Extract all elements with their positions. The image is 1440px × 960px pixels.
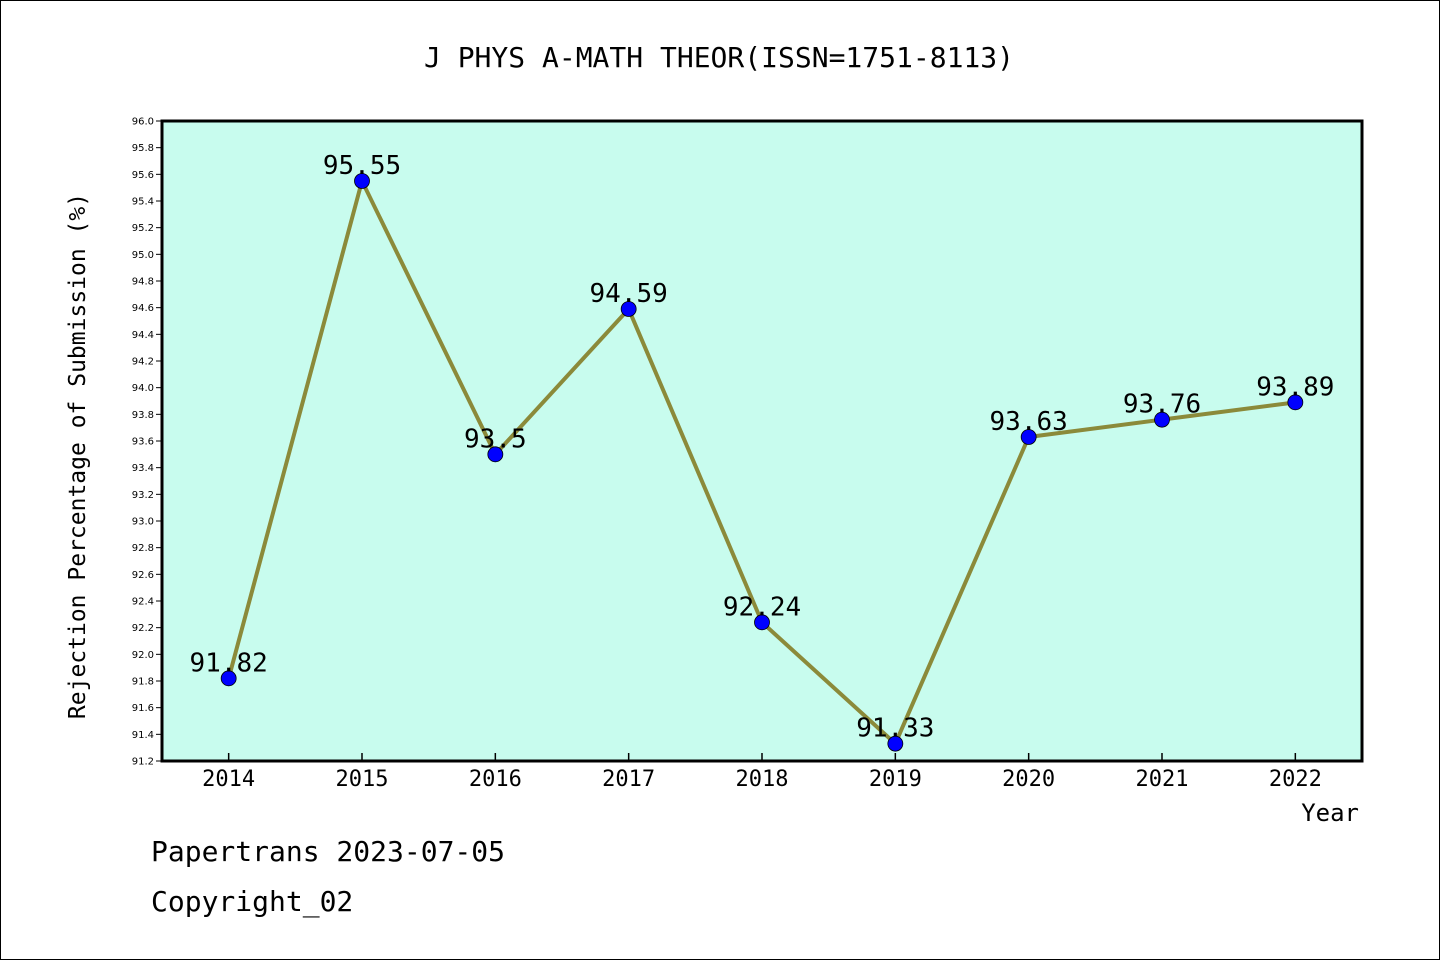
footer-watermark: Papertrans 2023-07-05 (151, 835, 506, 868)
y-tick-label: 92.2 (132, 623, 154, 634)
data-point (220, 670, 237, 687)
data-points-group (220, 173, 1304, 752)
y-tick-label: 95.6 (132, 170, 154, 181)
data-label: 91.33 (856, 714, 934, 744)
y-tick-label: 95.2 (132, 223, 154, 234)
y-tick-label: 92.0 (132, 650, 154, 661)
y-tick-label: 94.2 (132, 357, 154, 368)
data-point (1020, 429, 1037, 445)
y-tick-label: 93.6 (132, 437, 154, 448)
y-tick-label: 91.4 (132, 730, 154, 741)
data-point (354, 173, 370, 189)
y-tick-label: 92.6 (132, 570, 154, 581)
y-tick-label: 93.8 (132, 410, 154, 421)
data-label: 92.24 (723, 592, 801, 622)
x-axis-ticks: 2014 2015 2016 2017 2018 2019 2020 2021 2022 (202, 753, 1322, 792)
data-label: 94.59 (590, 279, 668, 309)
y-tick-label: 92.4 (132, 597, 154, 608)
y-tick-label: 94.4 (132, 330, 154, 341)
footer-copyright: Copyright_02 (151, 885, 354, 918)
y-tick-label: 91.6 (132, 703, 154, 714)
x-tick-label: 2015 (336, 767, 389, 792)
y-tick-label: 95.0 (132, 250, 154, 261)
data-label: 93.5 (464, 424, 527, 454)
plot-area (160, 119, 1364, 763)
y-tick-label: 94.0 (132, 383, 154, 394)
y-tick-label: 94.8 (132, 277, 154, 288)
data-labels-group: 91.82 95.55 93.5 94.59 92.24 91.33 93.63 93.76 9… (190, 151, 1335, 744)
y-tick-label: 93.2 (132, 490, 154, 501)
data-label: 91.82 (190, 648, 268, 678)
x-tick-label: 2016 (469, 767, 522, 792)
y-tick-label: 93.0 (132, 517, 154, 528)
data-label: 93.63 (990, 407, 1068, 437)
data-point (487, 446, 504, 463)
y-tick-label: 91.2 (132, 757, 154, 768)
data-label: 95.55 (323, 151, 401, 181)
y-tick-label: 96.0 (132, 117, 154, 128)
x-tick-label: 2014 (202, 767, 255, 792)
data-point (1287, 394, 1304, 411)
y-axis-label: Rejection Percentage of Submission (%) (65, 193, 91, 719)
x-tick-label: 2020 (1002, 767, 1055, 792)
y-tick-label: 91.8 (132, 677, 154, 688)
y-tick-label: 94.6 (132, 303, 154, 314)
x-axis-label: Year (1301, 799, 1359, 827)
data-label: 93.76 (1123, 390, 1201, 420)
chart-title: J PHYS A-MATH THEOR(ISSN=1751-8113) (424, 41, 1014, 74)
x-tick-label: 2019 (869, 767, 922, 792)
x-tick-label: 2021 (1136, 767, 1189, 792)
x-tick-label: 2018 (736, 767, 789, 792)
data-point (620, 301, 637, 317)
x-tick-label: 2022 (1269, 767, 1322, 792)
data-label: 93.89 (1256, 372, 1334, 402)
y-axis-ticks: 91.2 91.4 91.6 91.8 92.0 92.2 92.4 92.6 92.8 93.0… (132, 117, 162, 768)
y-tick-label: 92.8 (132, 543, 154, 554)
y-tick-label: 95.4 (132, 197, 154, 208)
y-tick-label: 95.8 (132, 143, 154, 154)
y-tick-label: 93.4 (132, 463, 154, 474)
data-point (887, 735, 904, 752)
data-point (754, 614, 770, 631)
x-tick-label: 2017 (602, 767, 655, 792)
data-point (1154, 411, 1170, 428)
